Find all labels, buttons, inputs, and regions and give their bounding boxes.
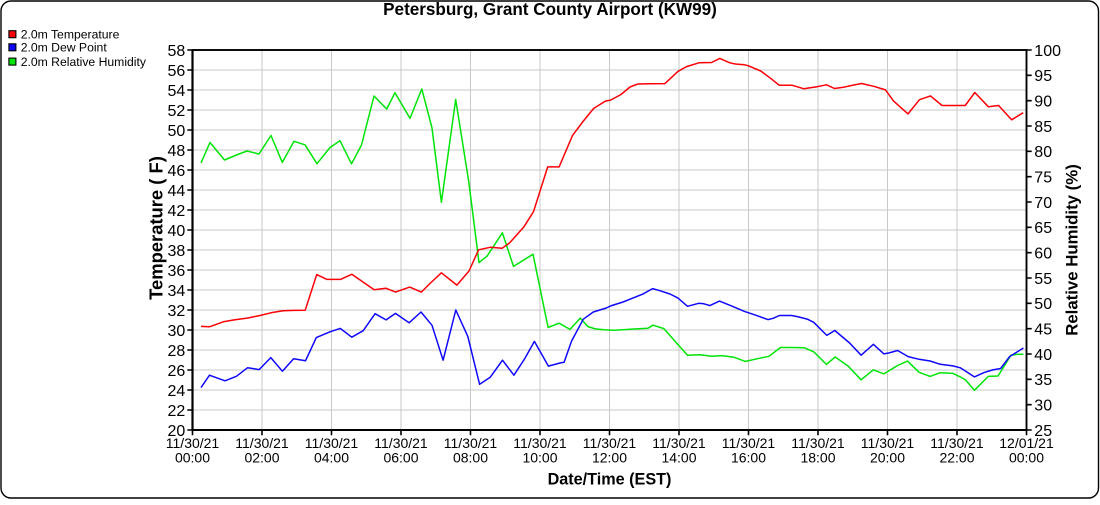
svg-text:46: 46 bbox=[168, 163, 186, 180]
svg-text:40: 40 bbox=[1034, 347, 1052, 364]
svg-text:11/30/21: 11/30/21 bbox=[235, 435, 289, 451]
svg-text:80: 80 bbox=[1034, 144, 1052, 161]
svg-text:36: 36 bbox=[168, 263, 186, 280]
svg-text:70: 70 bbox=[1034, 195, 1052, 212]
svg-text:30: 30 bbox=[1034, 398, 1052, 415]
svg-text:22: 22 bbox=[168, 403, 186, 420]
svg-text:11/30/21: 11/30/21 bbox=[791, 435, 845, 451]
svg-text:56: 56 bbox=[168, 63, 186, 80]
svg-text:65: 65 bbox=[1034, 220, 1052, 237]
svg-text:16:00: 16:00 bbox=[731, 450, 766, 466]
svg-text:54: 54 bbox=[168, 83, 186, 100]
svg-text:06:00: 06:00 bbox=[383, 450, 418, 466]
svg-text:2.0m Relative Humidity: 2.0m Relative Humidity bbox=[21, 55, 147, 69]
svg-text:60: 60 bbox=[1034, 246, 1052, 263]
svg-text:11/30/21: 11/30/21 bbox=[722, 435, 776, 451]
svg-text:55: 55 bbox=[1034, 271, 1052, 288]
svg-text:90: 90 bbox=[1034, 94, 1052, 111]
svg-text:95: 95 bbox=[1034, 68, 1052, 85]
svg-text:11/30/21: 11/30/21 bbox=[166, 435, 220, 451]
svg-text:11/30/21: 11/30/21 bbox=[652, 435, 706, 451]
svg-text:04:00: 04:00 bbox=[314, 450, 349, 466]
svg-text:44: 44 bbox=[168, 183, 186, 200]
svg-text:25: 25 bbox=[1034, 423, 1052, 440]
svg-text:24: 24 bbox=[168, 383, 186, 400]
svg-text:34: 34 bbox=[168, 283, 186, 300]
svg-text:11/30/21: 11/30/21 bbox=[583, 435, 637, 451]
svg-text:32: 32 bbox=[168, 303, 186, 320]
svg-text:00:00: 00:00 bbox=[1009, 450, 1044, 466]
svg-text:2.0m Temperature: 2.0m Temperature bbox=[21, 28, 120, 42]
svg-text:12/01/21: 12/01/21 bbox=[999, 435, 1054, 451]
svg-text:12:00: 12:00 bbox=[592, 450, 627, 466]
svg-text:30: 30 bbox=[168, 323, 186, 340]
svg-text:52: 52 bbox=[168, 103, 186, 120]
svg-text:50: 50 bbox=[1034, 296, 1052, 313]
svg-text:75: 75 bbox=[1034, 170, 1052, 187]
svg-text:22:00: 22:00 bbox=[939, 450, 974, 466]
svg-text:40: 40 bbox=[168, 223, 186, 240]
svg-text:35: 35 bbox=[1034, 372, 1052, 389]
svg-text:28: 28 bbox=[168, 343, 186, 360]
svg-text:11/30/21: 11/30/21 bbox=[861, 435, 915, 451]
svg-text:58: 58 bbox=[168, 43, 186, 60]
svg-text:20:00: 20:00 bbox=[870, 450, 905, 466]
svg-text:10:00: 10:00 bbox=[522, 450, 557, 466]
svg-text:18:00: 18:00 bbox=[800, 450, 835, 466]
svg-text:48: 48 bbox=[168, 143, 186, 160]
svg-text:Date/Time (EST): Date/Time (EST) bbox=[548, 470, 672, 488]
svg-text:00:00: 00:00 bbox=[175, 450, 210, 466]
svg-text:02:00: 02:00 bbox=[244, 450, 279, 466]
svg-text:Relative Humidity (%): Relative Humidity (%) bbox=[1063, 164, 1082, 336]
svg-text:100: 100 bbox=[1034, 43, 1061, 60]
svg-text:11/30/21: 11/30/21 bbox=[513, 435, 567, 451]
svg-text:Petersburg, Grant County Airpo: Petersburg, Grant County Airport (KW99) bbox=[383, 0, 717, 19]
svg-text:42: 42 bbox=[168, 203, 186, 220]
svg-text:20: 20 bbox=[168, 423, 186, 440]
svg-text:11/30/21: 11/30/21 bbox=[444, 435, 498, 451]
svg-text:11/30/21: 11/30/21 bbox=[374, 435, 428, 451]
svg-text:45: 45 bbox=[1034, 322, 1052, 339]
svg-text:2.0m Dew Point: 2.0m Dew Point bbox=[21, 41, 108, 55]
svg-text:08:00: 08:00 bbox=[453, 450, 488, 466]
svg-text:11/30/21: 11/30/21 bbox=[305, 435, 359, 451]
svg-text:38: 38 bbox=[168, 243, 186, 260]
svg-text:14:00: 14:00 bbox=[661, 450, 696, 466]
svg-text:50: 50 bbox=[168, 123, 186, 140]
svg-text:Temperature ( F): Temperature ( F) bbox=[146, 156, 167, 300]
svg-text:26: 26 bbox=[168, 363, 186, 380]
svg-text:85: 85 bbox=[1034, 119, 1052, 136]
svg-text:11/30/21: 11/30/21 bbox=[930, 435, 984, 451]
